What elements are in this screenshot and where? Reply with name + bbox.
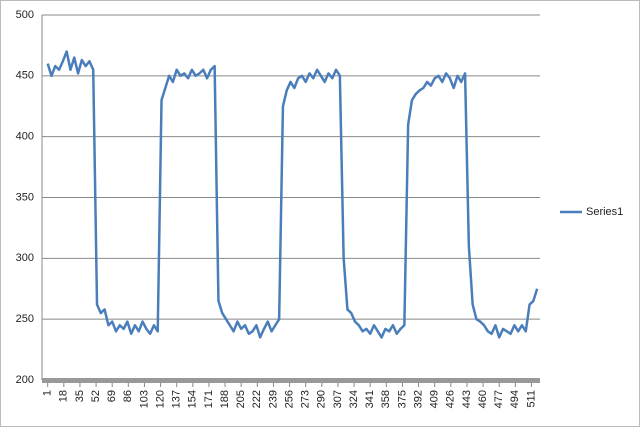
y-tick-label: 400 [16, 131, 34, 143]
y-tick-label: 450 [16, 70, 34, 82]
x-tick-label: 443 [461, 390, 473, 408]
x-tick-label: 477 [493, 390, 505, 408]
x-tick-label: 69 [106, 390, 118, 402]
x-tick-label: 494 [509, 390, 521, 408]
series-line [46, 50, 539, 339]
x-tick-label: 35 [74, 390, 86, 402]
y-tick-label: 350 [16, 191, 34, 203]
x-tick-label: 18 [58, 390, 70, 402]
y-tick-label: 500 [16, 9, 34, 21]
x-tick-label: 239 [267, 390, 279, 408]
y-tick-label: 300 [16, 252, 34, 264]
x-tick-label: 154 [187, 390, 199, 408]
x-axis [42, 378, 540, 383]
x-tick-label: 426 [445, 390, 457, 408]
x-tick-label: 358 [380, 390, 392, 408]
x-tick-label: 86 [122, 390, 134, 402]
x-tick-label: 341 [364, 390, 376, 408]
x-tick-label: 137 [171, 390, 183, 408]
x-tick-label: 392 [412, 390, 424, 408]
x-tick-label: 205 [235, 390, 247, 408]
x-tick-label: 324 [348, 390, 360, 408]
x-tick-label: 511 [525, 390, 537, 408]
x-tick-label: 375 [396, 390, 408, 408]
x-tick-label: 103 [138, 390, 150, 408]
x-tick-label: 307 [332, 390, 344, 408]
y-tick-label: 200 [16, 374, 34, 386]
x-tick-label: 460 [477, 390, 489, 408]
x-tick-label: 52 [90, 390, 102, 402]
x-tick-label: 222 [251, 390, 263, 408]
x-tick-label: 256 [283, 390, 295, 408]
x-tick-label: 290 [316, 390, 328, 408]
x-tick-label: 409 [429, 390, 441, 408]
y-tick-label: 250 [16, 313, 34, 325]
x-tick-label: 120 [154, 390, 166, 408]
x-tick-label: 188 [219, 390, 231, 408]
x-tick-label: 1 [42, 390, 54, 396]
legend-label: Series1 [586, 206, 623, 218]
x-tick-label: 171 [203, 390, 215, 408]
x-tick-label: 273 [300, 390, 312, 408]
